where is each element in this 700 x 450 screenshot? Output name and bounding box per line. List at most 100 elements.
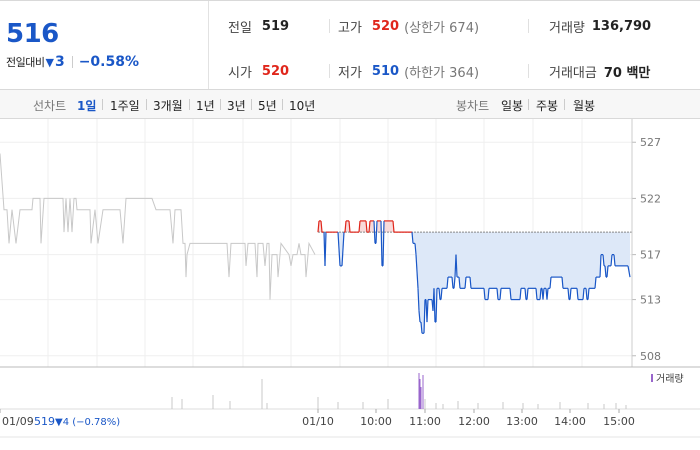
period-10y-button[interactable]: 10년 <box>289 99 316 113</box>
divider <box>189 99 190 110</box>
today-line-segment <box>382 220 385 266</box>
today-line-segment <box>380 220 383 266</box>
volume-legend-label: 거래량 <box>656 373 684 385</box>
high-value: 520 <box>371 19 400 34</box>
trade-value-amount: 70 백만 <box>603 66 651 81</box>
y-tick-label: 513 <box>640 294 661 307</box>
today-line-segment <box>469 277 472 289</box>
today-line-segment <box>368 220 371 233</box>
volume-bars: 거래량 <box>0 373 700 410</box>
today-line-segment <box>561 277 564 289</box>
today-line-segment <box>606 265 609 278</box>
change-value: 3 <box>54 54 65 70</box>
today-line-segment <box>420 321 423 334</box>
today-line-segment <box>569 288 572 300</box>
price-lines <box>0 153 632 334</box>
today-line-segment <box>487 288 490 300</box>
trade-value: 거래대금 70 백만 <box>549 62 650 81</box>
open-label: 시가 <box>228 66 252 81</box>
period-5y-button[interactable]: 5년 <box>258 99 277 113</box>
today-line-segment <box>610 254 613 266</box>
today-line-segment <box>499 288 502 300</box>
period-1y-button[interactable]: 1년 <box>196 99 215 113</box>
daily-candle-button[interactable]: 일봉 <box>501 99 524 113</box>
divider <box>528 19 529 33</box>
today-line-segment <box>519 288 522 300</box>
today-line-segment <box>392 220 395 233</box>
today-line-segment <box>524 288 527 300</box>
period-3m-button[interactable]: 3개월 <box>153 99 183 113</box>
today-line-segment <box>458 277 461 289</box>
candle-chart-label: 봉차트 <box>456 99 490 113</box>
divider <box>329 64 330 78</box>
today-line-segment <box>604 265 607 278</box>
today-line-segment <box>418 310 421 323</box>
volume-value: 136,790 <box>591 19 652 34</box>
current-price: 516 <box>6 19 59 49</box>
divider <box>528 64 529 78</box>
today-line-segment <box>337 232 341 266</box>
change-percent: −0.58% <box>78 54 140 70</box>
prev-day-line <box>0 153 316 300</box>
today-line-segment <box>348 220 351 233</box>
period-3y-button[interactable]: 3년 <box>227 99 246 113</box>
today-line-segment <box>453 277 456 289</box>
today-line-segment <box>613 254 616 266</box>
today-line-segment <box>414 243 417 255</box>
high-price: 고가 520 (상한가 674) <box>338 17 479 36</box>
prev-close-label: 전일 <box>228 21 252 36</box>
today-line-segment <box>483 288 486 300</box>
prev-day-close-label: 519 <box>34 415 55 428</box>
y-tick-label: 508 <box>640 350 661 363</box>
x-tick-label: 01/09 <box>2 415 34 428</box>
divider <box>102 99 103 110</box>
today-line-segment <box>602 254 605 266</box>
today-line-segment <box>415 254 419 289</box>
period-1d-button[interactable]: 1일 <box>77 99 97 113</box>
current-price-box: 516 전일대비 ▼ 3 −0.58% <box>0 1 209 89</box>
today-line-segment <box>542 288 545 300</box>
divider <box>220 99 221 110</box>
today-line-segment <box>535 288 538 300</box>
period-1w-button[interactable]: 1주일 <box>110 99 140 113</box>
today-line-segment <box>324 232 327 266</box>
prev-close: 전일 519 <box>228 17 289 36</box>
today-line-segment <box>341 232 345 266</box>
upper-limit: (상한가 674) <box>404 21 480 36</box>
y-tick-label: 522 <box>640 192 661 205</box>
today-line-segment <box>375 220 378 244</box>
weekly-candle-button[interactable]: 주봉 <box>536 99 559 113</box>
price-chart[interactable]: 거래량 527 522 517 513 508 01/09 01/10 10:00 11:00 1… <box>0 119 700 450</box>
today-line-segment <box>549 277 552 289</box>
prev-close-value: 519 <box>261 19 290 34</box>
today-line-segment <box>435 288 438 323</box>
open-value: 520 <box>261 64 290 79</box>
today-line-segment <box>438 288 441 300</box>
today-line-segment <box>446 277 449 289</box>
low-value: 510 <box>371 64 400 79</box>
x-tick-label: 01/10 <box>302 415 334 428</box>
x-tick-label: 13:00 <box>506 415 538 428</box>
today-line-segment <box>455 254 458 278</box>
change-label: 전일대비 <box>6 56 45 69</box>
divider <box>251 99 252 110</box>
today-line-segment <box>426 299 429 323</box>
today-fill-area <box>318 220 630 334</box>
divider <box>71 56 73 68</box>
lower-limit: (하한가 364) <box>404 66 480 81</box>
high-label: 고가 <box>338 21 362 36</box>
today-line-segment <box>358 220 361 233</box>
today-line-segment <box>567 288 570 300</box>
x-tick-label: 10:00 <box>360 415 392 428</box>
today-line-segment <box>423 299 426 334</box>
open-price: 시가 520 <box>228 62 289 81</box>
today-line-segment <box>546 288 549 300</box>
today-line-segment <box>440 288 443 300</box>
today-line-segment <box>594 277 597 289</box>
today-line-segment <box>451 277 454 289</box>
today-line-segment <box>365 220 368 233</box>
monthly-candle-button[interactable]: 월봉 <box>573 99 596 113</box>
today-line-segment <box>509 288 512 300</box>
divider <box>528 99 529 110</box>
